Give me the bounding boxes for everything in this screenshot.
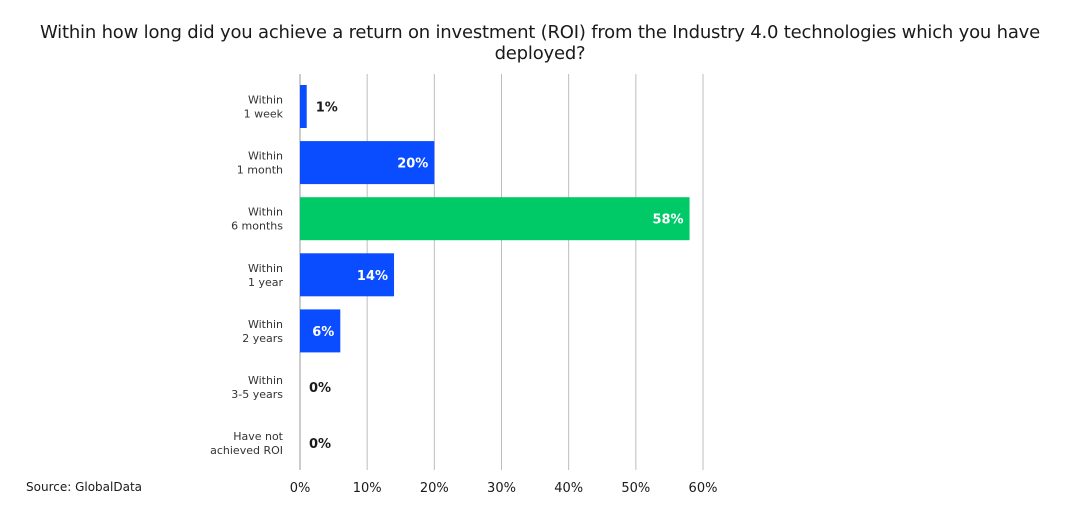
data-label: 20% [397, 157, 428, 172]
source-note: Source: GlobalData [26, 480, 143, 494]
chart-title: Within how long did you achieve a return… [39, 22, 1040, 64]
bar [300, 309, 341, 353]
category-label: Have not achieved ROI [210, 430, 284, 457]
x-axis-ticks: 0% 10% 20% 30% 40% 50% 60% [290, 481, 718, 496]
category-label: Within 1 month [237, 150, 283, 177]
category-label: Within 6 months [231, 206, 283, 233]
data-label: 58% [652, 213, 683, 228]
data-label: 14% [357, 269, 388, 284]
data-labels: 1% 20% 58% 14% 6% 0% 0% [309, 101, 684, 453]
gridlines [299, 74, 704, 470]
data-label: 6% [312, 325, 334, 340]
category-label: Within 2 years [242, 318, 283, 345]
x-tick-label: 60% [689, 481, 718, 496]
data-label: 0% [309, 437, 331, 452]
category-label: Within 1 year [248, 262, 284, 289]
data-label: 1% [316, 101, 338, 116]
x-tick-label: 40% [554, 481, 583, 496]
x-tick-label: 0% [290, 481, 311, 496]
bar [300, 197, 690, 241]
bar [300, 141, 435, 185]
data-label: 0% [309, 381, 331, 396]
bar [300, 253, 395, 297]
x-tick-label: 10% [353, 481, 382, 496]
category-labels: Within 1 week Within 1 month Within 6 months W… [210, 94, 284, 458]
bars [300, 85, 690, 353]
x-tick-label: 20% [420, 481, 449, 496]
x-tick-label: 50% [621, 481, 650, 496]
bar [300, 85, 307, 128]
category-label: Within 1 week [244, 94, 284, 121]
x-tick-label: 30% [487, 481, 516, 496]
category-label: Within 3-5 years [231, 374, 283, 401]
